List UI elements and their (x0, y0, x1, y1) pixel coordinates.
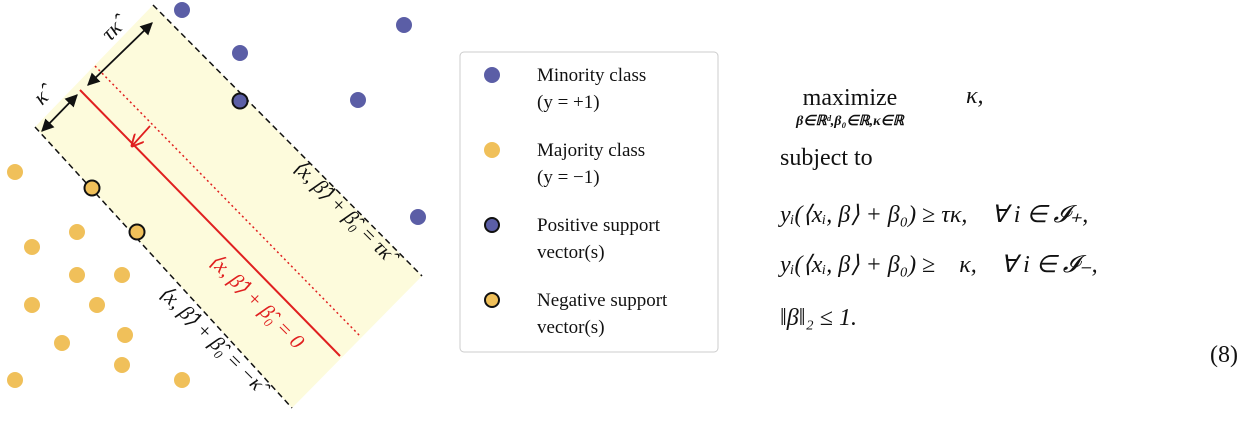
constraint: yᵢ(⟨xᵢ, β⟩ + β₀) ≥ τκ, ∀ i ∈ 𝓘₊, (778, 202, 1088, 228)
legend-text: Minority class (537, 65, 646, 86)
legend: Minority class (y = +1) Majority class (… (459, 51, 719, 353)
equation-number: (8) (1210, 342, 1238, 368)
legend-swatch (484, 142, 500, 158)
constraint: ‖β‖₂ ≤ 1. (780, 305, 857, 331)
constraint: yᵢ(⟨xᵢ, β⟩ + β₀) ≥ κ, ∀ i ∈ 𝓘₋, (778, 252, 1098, 278)
legend-text: vector(s) (537, 317, 605, 338)
decision-line (79, 89, 341, 357)
legend-text: Majority class (537, 140, 645, 161)
tau-kappa-arrow (87, 22, 153, 86)
legend-text: Negative support (537, 290, 668, 311)
legend-swatch (484, 292, 500, 308)
margin-band (35, 5, 422, 408)
legend-text: (y = −1) (537, 167, 600, 188)
majority-points (7, 164, 190, 388)
shifted-line (94, 65, 361, 337)
kappa-arrow (41, 94, 78, 132)
legend-swatch (484, 217, 500, 233)
shift-arrow (132, 125, 151, 146)
legend-texts: Minority class (y = +1) Majority class (… (537, 65, 668, 338)
subject-to: subject to (780, 145, 873, 171)
legend-swatch (484, 67, 500, 83)
kappa-label: κ̂ (28, 78, 60, 110)
legend-text: vector(s) (537, 242, 605, 263)
legend-text: Positive support (537, 215, 661, 236)
upper-boundary-line (152, 4, 423, 277)
lower-boundary-line (34, 126, 293, 409)
diagram: τκ̂ κ̂ ⟨x, β̂⟩ + β̂₀ = τκ̂ ⟨x, β̂⟩ + β̂₀… (7, 2, 426, 409)
objective: maximize (803, 85, 898, 111)
legend-text: (y = +1) (537, 92, 600, 113)
objective-subscript: β∈ℝᵈ,β₀∈ℝ,κ∈ℝ (795, 114, 905, 129)
objective-variable: κ, (966, 83, 984, 109)
minority-points (174, 2, 426, 225)
equation: maximize β∈ℝᵈ,β₀∈ℝ,κ∈ℝ κ, subject to yᵢ(… (778, 83, 1238, 368)
legend-box (459, 51, 719, 353)
